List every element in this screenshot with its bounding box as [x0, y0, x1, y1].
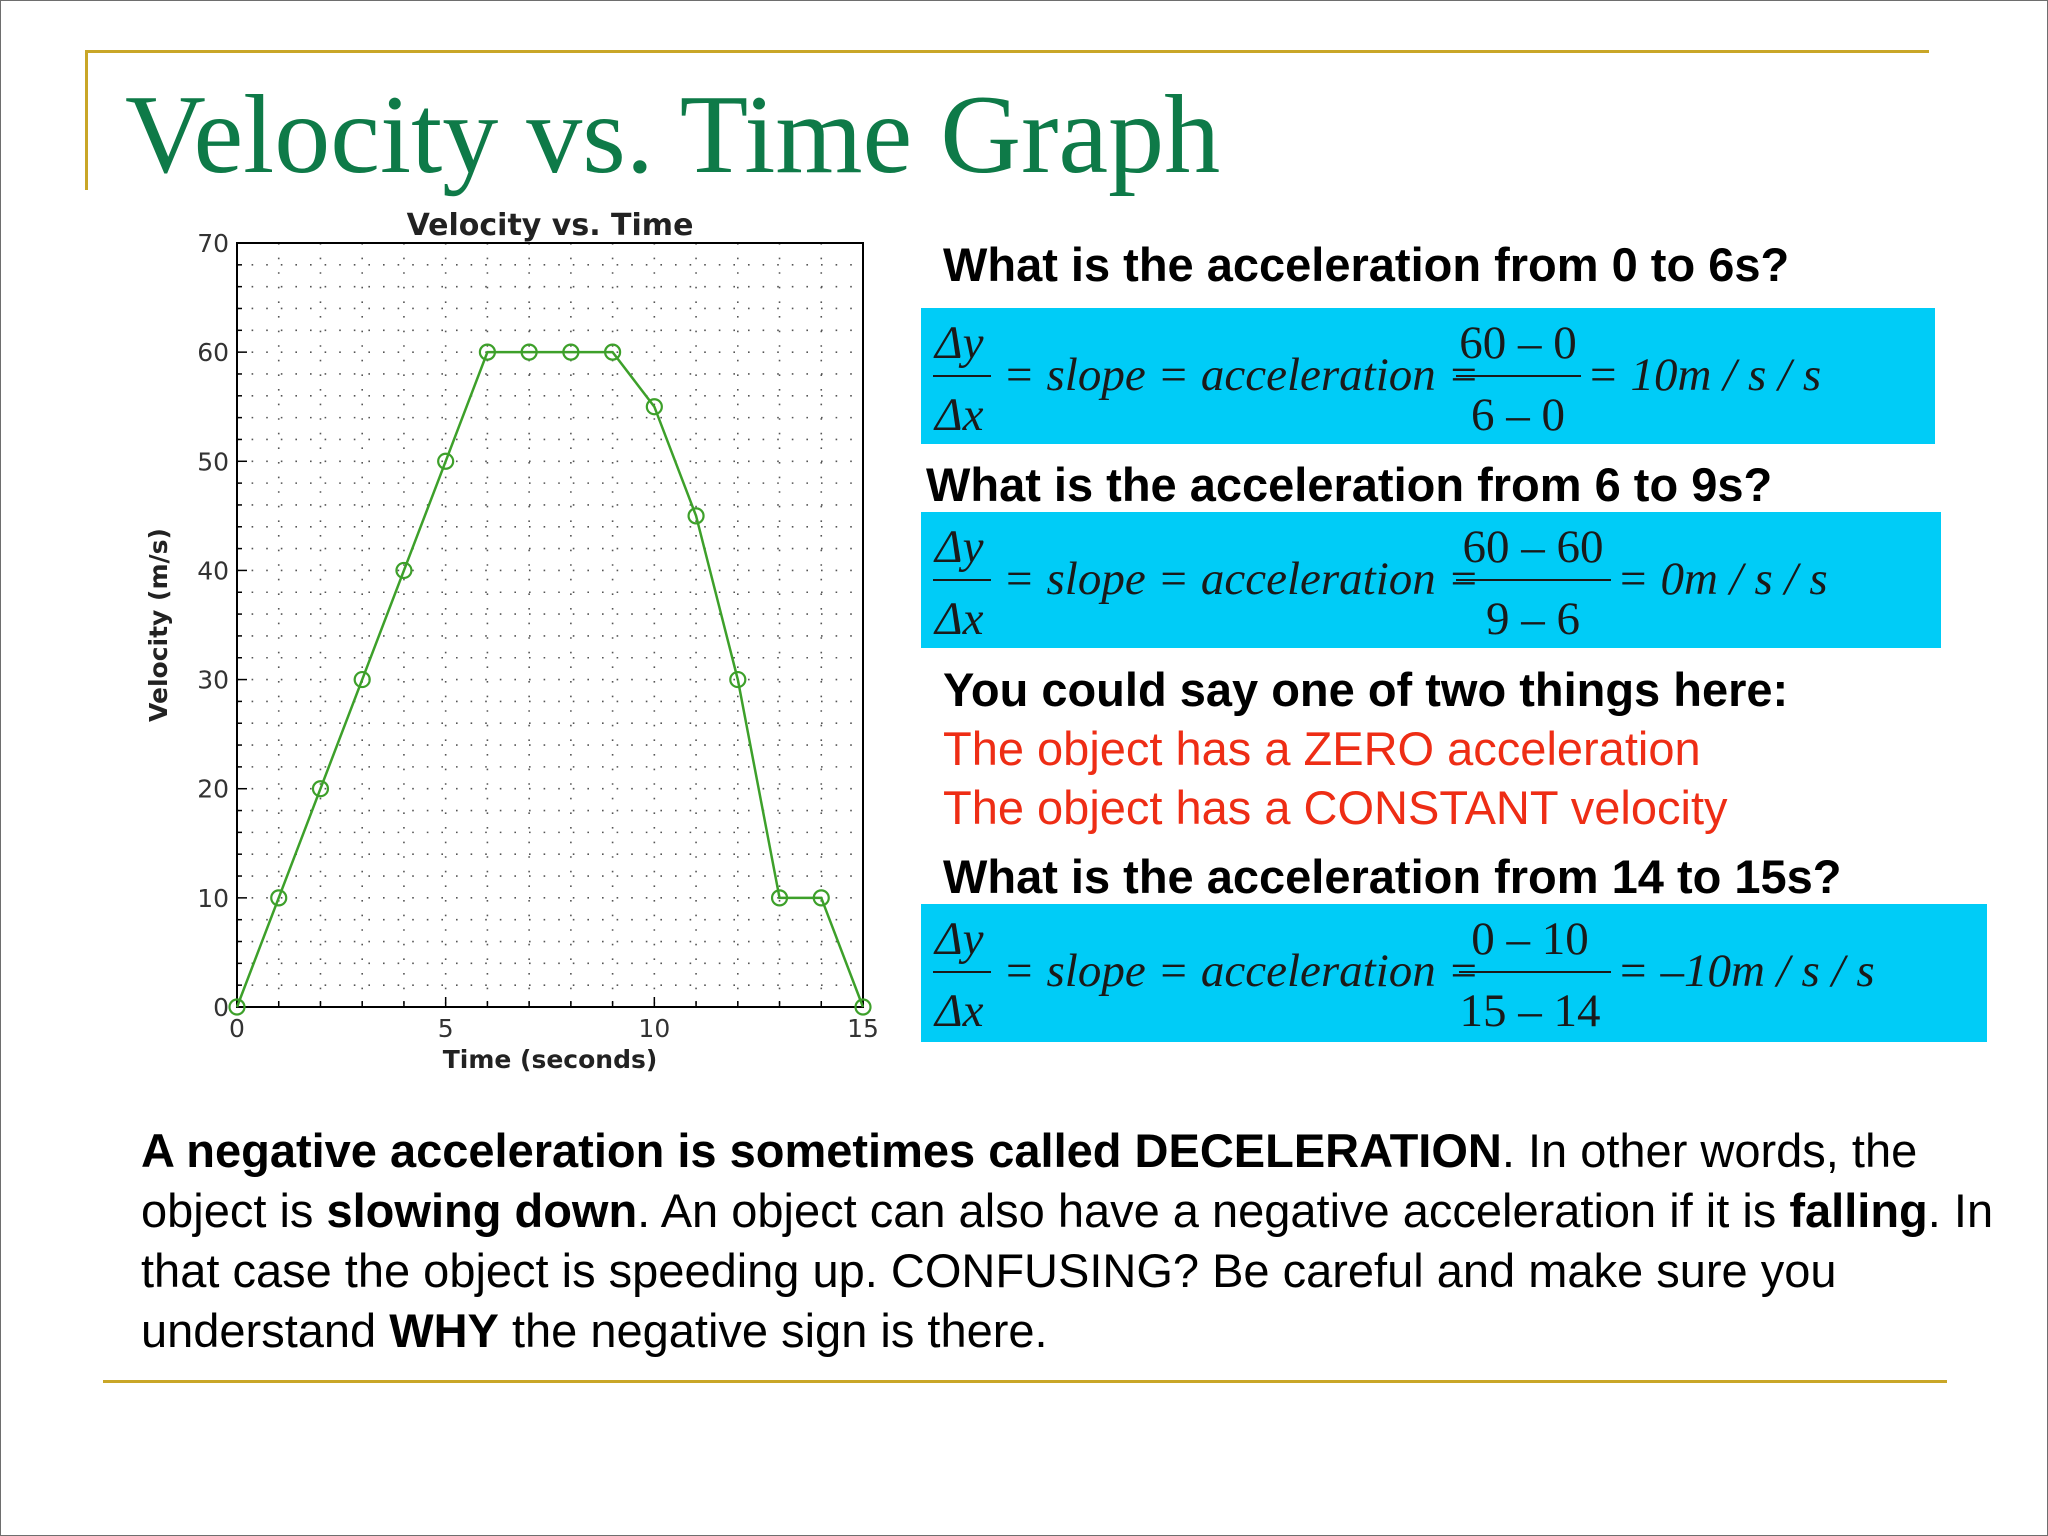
summary-paragraph: A negative acceleration is sometimes cal… — [141, 1121, 2011, 1361]
equation-result: = 10m / s / s — [1587, 349, 1821, 401]
equation-result: = 0m / s / s — [1617, 553, 1828, 605]
denominator: 6 – 0 — [1471, 389, 1565, 441]
x-tick-label: 15 — [847, 1014, 879, 1043]
top-rule — [85, 50, 1929, 53]
delta-y: Δy — [933, 913, 984, 965]
x-axis-label: Time (seconds) — [443, 1045, 658, 1074]
summary-text: . In other words, the object is — [141, 1124, 1918, 1237]
x-tick-label: 0 — [229, 1014, 245, 1043]
data-point — [520, 343, 538, 361]
bottom-rule — [103, 1380, 1947, 1383]
equation-1: Δy Δx = slope = acceleration = 60 – 0 6 … — [933, 317, 1821, 441]
equation-box-3: Δy Δx = slope = acceleration = 0 – 10 15… — [921, 904, 1987, 1042]
data-point — [270, 889, 288, 907]
chart-ticks: 0 5 10 15 0 10 20 30 40 50 60 70 — [197, 229, 879, 1043]
slide-title: Velocity vs. Time Graph — [125, 73, 1221, 197]
summary-text: . An object can also have a negative acc… — [637, 1184, 1790, 1237]
note-line-constant-velocity: The object has a CONSTANT velocity — [943, 781, 1728, 834]
data-point — [478, 343, 496, 361]
delta-x: Δx — [933, 985, 984, 1037]
data-point — [645, 398, 663, 416]
equation-3: Δy Δx = slope = acceleration = 0 – 10 15… — [933, 913, 1875, 1037]
data-point — [729, 670, 747, 689]
data-point — [562, 343, 580, 361]
y-tick-label: 30 — [197, 666, 229, 695]
summary-text: the negative sign is there. — [498, 1304, 1048, 1357]
equation-middle: = slope = acceleration = — [1003, 945, 1479, 997]
equation-box-1: Δy Δx = slope = acceleration = 60 – 0 6 … — [921, 308, 1935, 444]
chart-title: Velocity vs. Time — [407, 208, 694, 243]
summary-bold-slowing-down: slowing down — [326, 1184, 638, 1237]
chart-markers — [228, 343, 872, 1016]
equation-middle: = slope = acceleration = — [1003, 553, 1479, 605]
summary-bold-falling: falling — [1789, 1184, 1928, 1237]
y-tick-label: 10 — [197, 884, 229, 913]
delta-y: Δy — [933, 521, 984, 573]
equation-2: Δy Δx = slope = acceleration = 60 – 60 9… — [933, 521, 1828, 645]
equation-result: = –10m / s / s — [1617, 945, 1875, 997]
equation-middle: = slope = acceleration = — [1003, 349, 1479, 401]
delta-x: Δx — [933, 389, 984, 441]
y-tick-label: 60 — [197, 338, 229, 367]
data-point — [437, 452, 455, 470]
y-tick-label: 0 — [213, 993, 229, 1022]
numerator: 60 – 0 — [1459, 317, 1577, 369]
x-tick-label: 10 — [638, 1014, 670, 1043]
title-left-rule — [85, 50, 88, 190]
denominator: 9 – 6 — [1486, 593, 1580, 645]
data-point — [311, 780, 330, 798]
summary-bold-deceleration: A negative acceleration is sometimes cal… — [141, 1124, 1502, 1177]
summary-text: . In that case the object is speeding up… — [141, 1184, 1994, 1357]
numerator: 60 – 60 — [1463, 521, 1604, 573]
y-axis-label: Velocity (m/s) — [144, 528, 173, 722]
denominator: 15 – 14 — [1460, 985, 1601, 1037]
delta-y: Δy — [933, 317, 984, 369]
data-point — [854, 998, 872, 1016]
data-point — [770, 889, 789, 907]
equation-box-2: Δy Δx = slope = acceleration = 60 – 60 9… — [921, 512, 1941, 648]
data-point — [395, 561, 413, 580]
data-point — [604, 343, 622, 361]
delta-x: Δx — [933, 593, 984, 645]
y-tick-label: 20 — [197, 775, 229, 804]
series-line — [235, 350, 865, 1008]
data-point — [687, 507, 705, 525]
data-point — [353, 670, 371, 689]
summary-bold-why: WHY — [389, 1304, 499, 1357]
note-line-zero-acceleration: The object has a ZERO acceleration — [943, 722, 1701, 775]
data-point — [812, 889, 830, 907]
y-tick-label: 40 — [197, 556, 229, 585]
numerator: 0 – 10 — [1471, 913, 1589, 965]
y-tick-label: 50 — [197, 447, 229, 476]
data-point — [228, 998, 246, 1016]
question-2: What is the acceleration from 6 to 9s? — [926, 458, 1773, 511]
chart-grid — [237, 243, 863, 1007]
y-tick-label: 70 — [197, 229, 229, 258]
question-1: What is the acceleration from 0 to 6s? — [943, 238, 1790, 291]
x-tick-label: 5 — [438, 1014, 454, 1043]
note-intro: You could say one of two things here: — [943, 663, 1789, 716]
question-3: What is the acceleration from 14 to 15s? — [943, 850, 1842, 903]
plot-frame — [236, 242, 864, 1008]
